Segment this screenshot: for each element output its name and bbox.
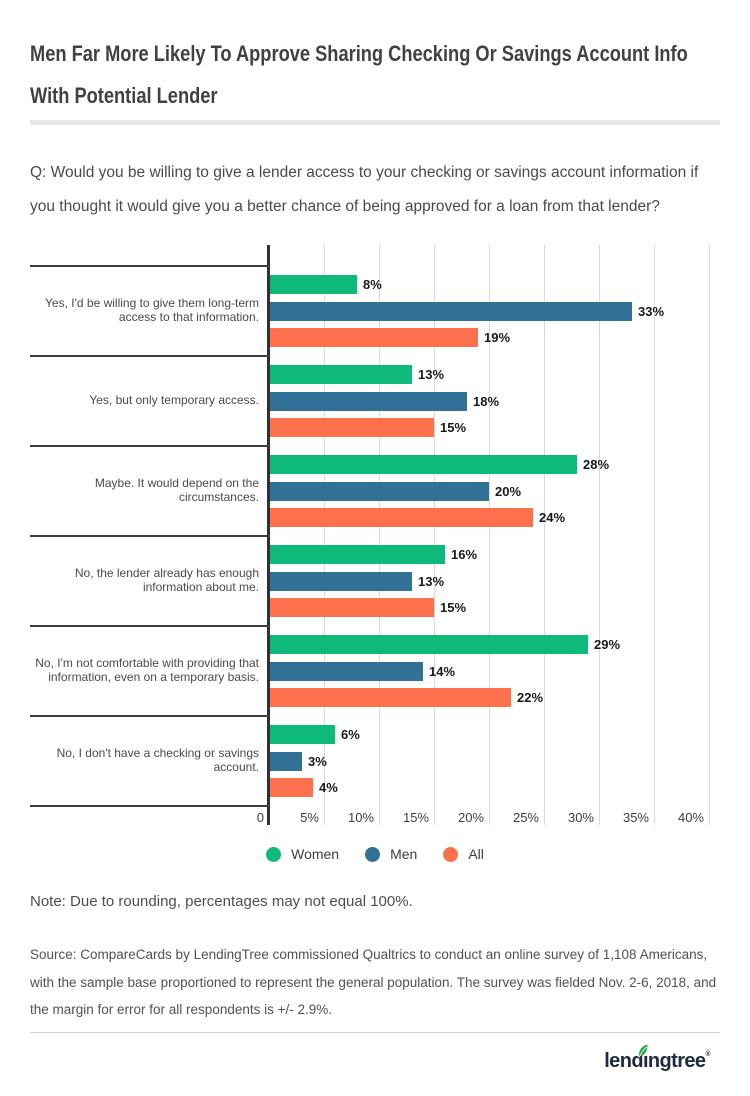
bar-men (270, 482, 489, 501)
x-tick-label: 40% (677, 810, 704, 825)
bar-women (270, 365, 412, 384)
bar-men (270, 392, 467, 411)
bar-value-label: 24% (539, 510, 566, 525)
legend-item-all: All (443, 846, 484, 862)
row-separator (30, 355, 270, 357)
bar-value-label: 28% (583, 457, 610, 472)
gridline (709, 245, 710, 825)
bar-all (270, 778, 313, 797)
bar-value-label: 33% (638, 304, 665, 319)
title-divider (30, 120, 720, 125)
legend-label: Women (291, 846, 340, 862)
plot-area: Yes, I'd be willing to give them long-te… (0, 245, 750, 835)
x-tick-label: 35% (622, 810, 649, 825)
x-tick-label: 25% (512, 810, 539, 825)
legend-swatch-women (266, 846, 282, 862)
bar-value-label: 14% (429, 664, 456, 679)
category-label: Yes, I'd be willing to give them long-te… (45, 295, 259, 325)
bar-all (270, 508, 533, 527)
x-tick-label: 10% (347, 810, 374, 825)
x-tick-label: 0 (256, 810, 264, 825)
x-tick-label: 20% (457, 810, 484, 825)
bar-value-label: 15% (440, 420, 467, 435)
bar-value-label: 13% (418, 574, 445, 589)
source-text: Source: CompareCards by LendingTree comm… (30, 947, 717, 1017)
bar-value-label: 4% (319, 780, 338, 795)
leaf-icon (639, 1044, 648, 1058)
bar-women (270, 725, 335, 744)
note-text: Note: Due to rounding, percentages may n… (30, 893, 413, 910)
bar-value-label: 19% (484, 330, 511, 345)
bar-men (270, 302, 632, 321)
category-label: No, I'm not comfortable with providing t… (35, 655, 259, 685)
gridline (379, 245, 380, 825)
row-separator (30, 715, 270, 717)
bar-value-label: 29% (594, 637, 621, 652)
bar-value-label: 18% (473, 394, 500, 409)
lendingtree-logo: lendıngtree® (604, 1044, 711, 1080)
bar-men (270, 752, 302, 771)
category-label: No, the lender already has enough inform… (74, 565, 259, 595)
gridline (544, 245, 545, 825)
bar-value-label: 8% (363, 277, 382, 292)
logo-text-pre: lend (604, 1050, 643, 1072)
category-label: Maybe. It would depend on the circumstan… (94, 475, 259, 505)
legend-swatch-men (365, 846, 381, 862)
row-separator (30, 805, 270, 807)
bar-men (270, 572, 412, 591)
chart-legend: Women Men All (0, 846, 750, 862)
x-tick-label: 5% (300, 810, 319, 825)
bar-value-label: 16% (451, 547, 478, 562)
bar-women (270, 275, 357, 294)
x-tick-label: 15% (402, 810, 429, 825)
row-separator (30, 625, 270, 627)
bar-value-label: 13% (418, 367, 445, 382)
bar-value-label: 6% (341, 727, 360, 742)
bar-women (270, 545, 445, 564)
bar-men (270, 662, 423, 681)
x-tick-label: 30% (567, 810, 594, 825)
footer-divider (30, 1032, 720, 1033)
bar-all (270, 328, 478, 347)
page-title: Men Far More Likely To Approve Sharing C… (30, 41, 688, 108)
bar-all (270, 418, 434, 437)
legend-item-men: Men (365, 846, 417, 862)
logo-text-post: ngtree (647, 1050, 706, 1072)
legend-item-women: Women (266, 846, 339, 862)
row-separator (30, 445, 270, 447)
bar-value-label: 22% (517, 690, 544, 705)
row-separator (30, 265, 270, 267)
gridline (599, 245, 600, 825)
gridline (434, 245, 435, 825)
logo-text-i: ı (642, 1050, 649, 1072)
bar-women (270, 635, 588, 654)
bar-value-label: 20% (495, 484, 522, 499)
bar-women (270, 455, 577, 474)
bar-all (270, 598, 434, 617)
legend-swatch-all (443, 846, 459, 862)
category-label: Yes, but only temporary access. (89, 392, 259, 407)
legend-label: Men (390, 846, 418, 862)
category-label: No, I don't have a checking or savings a… (56, 745, 259, 775)
bar-value-label: 3% (308, 754, 327, 769)
row-separator (30, 535, 270, 537)
gridline (654, 245, 655, 825)
gridline (489, 245, 490, 825)
logo-trademark: ® (705, 1051, 710, 1058)
survey-question: Q: Would you be willing to give a lender… (30, 164, 699, 215)
bar-value-label: 15% (440, 600, 467, 615)
gridline (324, 245, 325, 825)
legend-label: All (468, 846, 484, 862)
bar-all (270, 688, 511, 707)
bar-chart: Yes, I'd be willing to give them long-te… (0, 245, 750, 835)
